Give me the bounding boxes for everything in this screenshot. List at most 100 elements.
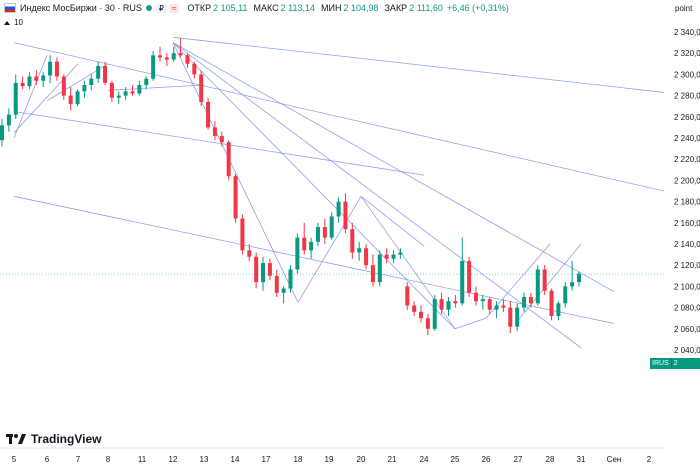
trendline xyxy=(172,42,299,303)
candle-body xyxy=(439,299,444,310)
time-tick-label: 25 xyxy=(451,455,460,464)
trendline xyxy=(172,42,582,349)
candle-body xyxy=(281,288,286,293)
candle-body xyxy=(151,55,156,79)
trendline xyxy=(297,196,362,303)
candle-body xyxy=(206,101,211,128)
candle-body xyxy=(82,85,87,92)
last-price-tag: IRUS 2 111,60 xyxy=(650,358,700,378)
price-tag-symbol: IRUS xyxy=(650,358,671,369)
candle-body xyxy=(515,307,520,327)
candle-body xyxy=(123,91,128,96)
price-tick-label: 2 120,00 xyxy=(674,261,700,270)
candle-body xyxy=(109,82,114,98)
price-tick-label: 2 100,00 xyxy=(674,282,700,291)
candle-body xyxy=(192,63,197,75)
candle-body xyxy=(116,95,121,98)
symbol-label[interactable]: Индекс МосБиржи · 30 · RUS xyxy=(20,3,142,13)
trendline xyxy=(172,42,615,293)
time-tick-label: 26 xyxy=(482,455,491,464)
compare-pill[interactable]: ≈ xyxy=(168,3,180,13)
candle-body xyxy=(261,263,266,283)
candle-body xyxy=(522,297,527,308)
candle-body xyxy=(240,218,245,251)
time-axis[interactable]: 5 6 7 8 11 12 13 14 17 18 19 20 21 24 25 26 27 28 31 Сен 2 xyxy=(0,447,664,464)
tradingview-logo[interactable]: TradingView xyxy=(6,432,101,446)
candle-body xyxy=(212,127,217,136)
trendline xyxy=(13,111,425,176)
price-tick-label: 2 340,00 xyxy=(674,28,700,37)
price-tag-value: 2 111,60 xyxy=(670,358,700,378)
candle-body xyxy=(68,95,73,105)
candle-body xyxy=(350,229,355,253)
candle-body xyxy=(219,135,224,143)
price-tick-label: 2 200,00 xyxy=(674,176,700,185)
candle-body xyxy=(460,260,465,304)
candle-body xyxy=(254,256,259,283)
time-tick-label: 21 xyxy=(388,455,397,464)
scale-unit[interactable]: point xyxy=(675,4,693,13)
candle-body xyxy=(467,260,472,293)
candle-body xyxy=(288,269,293,289)
time-tick-label: 6 xyxy=(45,455,50,464)
candle-body xyxy=(322,227,327,238)
candle-body xyxy=(61,76,66,96)
candle-body xyxy=(137,85,142,94)
time-tick-label: 11 xyxy=(138,455,147,464)
price-axis[interactable]: 2 340,00 2 320,00 2 300,00 2 280,00 2 260,00… xyxy=(674,28,700,355)
indicators-toggle[interactable]: 10 xyxy=(4,18,23,27)
candle-body xyxy=(453,301,458,304)
candle-body xyxy=(295,237,300,270)
candle-body xyxy=(563,286,568,304)
trendline xyxy=(172,42,456,330)
low-readout: МИН 2 104,98 xyxy=(320,3,379,13)
price-tick-label: 2 080,00 xyxy=(674,304,700,313)
candle-body xyxy=(157,55,162,58)
logo-text: TradingView xyxy=(31,432,102,446)
candle-body xyxy=(130,91,135,94)
candle-body xyxy=(89,78,94,85)
candle-body xyxy=(48,61,53,76)
trendline xyxy=(454,317,487,330)
candle-body xyxy=(302,237,307,251)
candle-body xyxy=(473,292,478,302)
candle-body xyxy=(178,53,183,56)
candle-body xyxy=(171,53,176,60)
time-tick-label: 7 xyxy=(76,455,81,464)
candle-body xyxy=(233,176,238,219)
time-tick-label: 17 xyxy=(262,455,271,464)
candle-body xyxy=(103,65,108,83)
trendline xyxy=(13,42,665,192)
candle-body xyxy=(577,273,581,283)
chart-header: Индекс МосБиржи · 30 · RUS ₽ ≈ ОТКР 2 105… xyxy=(0,0,560,16)
candle-body xyxy=(542,269,547,291)
time-tick-label: 20 xyxy=(357,455,366,464)
candle-body xyxy=(267,263,272,276)
candle-body xyxy=(54,61,59,77)
russia-flag-icon xyxy=(4,3,16,13)
candle-body xyxy=(20,82,25,87)
candle-body xyxy=(0,125,4,141)
price-tick-label: 2 040,00 xyxy=(674,346,700,355)
currency-pill[interactable]: ₽ xyxy=(155,3,167,13)
time-tick-label: 18 xyxy=(294,455,303,464)
candle-body xyxy=(412,305,417,312)
candle-body xyxy=(384,254,389,259)
time-tick-label: 13 xyxy=(200,455,209,464)
candle-body xyxy=(570,282,575,287)
price-tick-label: 2 060,00 xyxy=(674,325,700,334)
candle-body xyxy=(144,78,149,85)
change-readout: +6,46 (+0,31%) xyxy=(446,3,509,13)
time-tick-label: 28 xyxy=(546,455,555,464)
candle-body xyxy=(480,299,485,302)
candle-body xyxy=(446,301,451,310)
trendline xyxy=(360,195,425,247)
candle-body xyxy=(34,76,39,81)
candle-body xyxy=(185,55,190,64)
candle-body xyxy=(549,290,554,317)
candle-body xyxy=(535,269,540,304)
candle-body xyxy=(6,114,11,126)
price-tick-label: 2 160,00 xyxy=(674,219,700,228)
candle-body xyxy=(357,248,362,253)
